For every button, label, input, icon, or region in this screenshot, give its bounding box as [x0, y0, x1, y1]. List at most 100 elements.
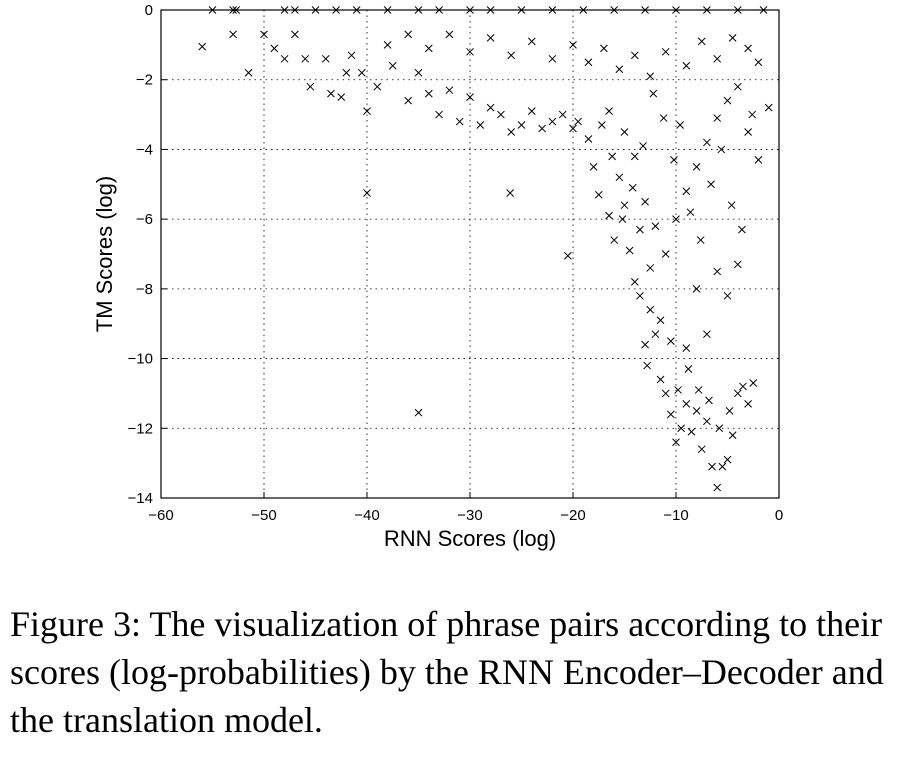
data-point — [744, 400, 752, 408]
y-axis-label: TM Scores (log) — [92, 176, 117, 332]
x-tick-label: 0 — [775, 507, 783, 524]
data-point — [697, 445, 706, 454]
data-point — [682, 187, 691, 196]
y-tick-label: −12 — [128, 420, 153, 437]
data-point — [229, 30, 237, 39]
data-point — [727, 201, 736, 210]
data-point — [694, 386, 703, 394]
data-point — [363, 189, 371, 197]
data-point — [597, 121, 606, 129]
data-point — [677, 424, 686, 433]
data-point — [608, 152, 616, 161]
data-point — [718, 462, 727, 471]
data-point — [656, 375, 665, 384]
data-point — [414, 408, 423, 417]
data-point — [748, 110, 757, 119]
data-point — [342, 68, 351, 77]
data-point — [620, 201, 629, 210]
x-tick-label: −60 — [148, 507, 173, 524]
data-point — [337, 93, 346, 101]
data-point — [615, 65, 624, 74]
data-point — [424, 44, 433, 53]
data-point — [646, 72, 655, 81]
data-point — [639, 142, 647, 150]
x-axis-ticks: −60 −50 −40 −30 −20 −10 0 — [148, 492, 783, 524]
data-point — [641, 340, 649, 349]
data-point — [670, 156, 678, 164]
data-point — [641, 197, 649, 206]
y-tick-label: −2 — [136, 72, 153, 89]
data-point — [705, 396, 713, 405]
data-point — [725, 407, 734, 415]
data-point — [692, 407, 701, 415]
data-point — [424, 89, 433, 98]
data-point — [703, 330, 711, 339]
data-point — [584, 135, 593, 143]
x-tick-label: −50 — [251, 507, 276, 524]
data-point — [244, 68, 253, 77]
data-points — [198, 6, 773, 492]
data-point — [527, 37, 536, 46]
data-point — [538, 124, 546, 133]
x-tick-label: −10 — [663, 507, 688, 524]
data-point — [548, 54, 557, 63]
data-point — [707, 180, 715, 189]
data-point — [646, 305, 655, 314]
data-point — [666, 410, 675, 419]
data-point — [383, 41, 392, 49]
data-point — [506, 189, 515, 197]
data-point — [306, 82, 315, 91]
data-point — [574, 117, 583, 126]
figure-caption: Figure 3: The visualization of phrase pa… — [10, 604, 884, 740]
data-point — [713, 267, 722, 276]
data-point — [674, 386, 682, 394]
data-point — [682, 344, 691, 352]
data-point — [455, 117, 464, 126]
data-point — [388, 61, 397, 70]
data-point — [738, 225, 746, 234]
data-point — [625, 246, 634, 255]
data-point — [301, 54, 310, 63]
data-point — [744, 128, 752, 136]
data-point — [764, 103, 773, 112]
data-point — [445, 30, 454, 39]
data-point — [615, 173, 624, 182]
data-point — [717, 145, 726, 154]
data-point — [754, 156, 763, 164]
data-point — [692, 163, 701, 171]
y-tick-label: −6 — [136, 211, 153, 228]
data-point — [507, 128, 516, 136]
y-tick-label: −4 — [136, 141, 153, 158]
data-point — [548, 117, 557, 126]
y-tick-label: −14 — [128, 490, 153, 507]
data-point — [466, 47, 474, 56]
data-point — [708, 462, 716, 471]
data-point — [610, 236, 619, 244]
data-point — [733, 389, 742, 398]
data-point — [260, 30, 268, 39]
data-point — [280, 54, 289, 63]
data-point — [697, 37, 706, 46]
data-point — [672, 215, 680, 223]
data-point — [636, 225, 644, 234]
data-point — [651, 222, 660, 230]
data-point — [733, 260, 742, 269]
data-point — [713, 54, 722, 63]
data-point — [628, 183, 637, 192]
data-point — [594, 190, 603, 199]
data-point — [643, 361, 652, 370]
data-point — [373, 82, 382, 91]
data-point — [687, 427, 696, 436]
data-point — [723, 96, 732, 105]
data-point — [636, 291, 644, 300]
x-tick-label: −30 — [457, 507, 482, 524]
data-point — [692, 285, 701, 293]
y-tick-label: −10 — [128, 351, 153, 368]
y-tick-label: 0 — [145, 2, 153, 19]
data-point — [728, 34, 737, 42]
data-point — [630, 51, 639, 60]
data-point — [713, 114, 722, 122]
data-point — [651, 330, 660, 339]
data-point — [497, 110, 505, 119]
